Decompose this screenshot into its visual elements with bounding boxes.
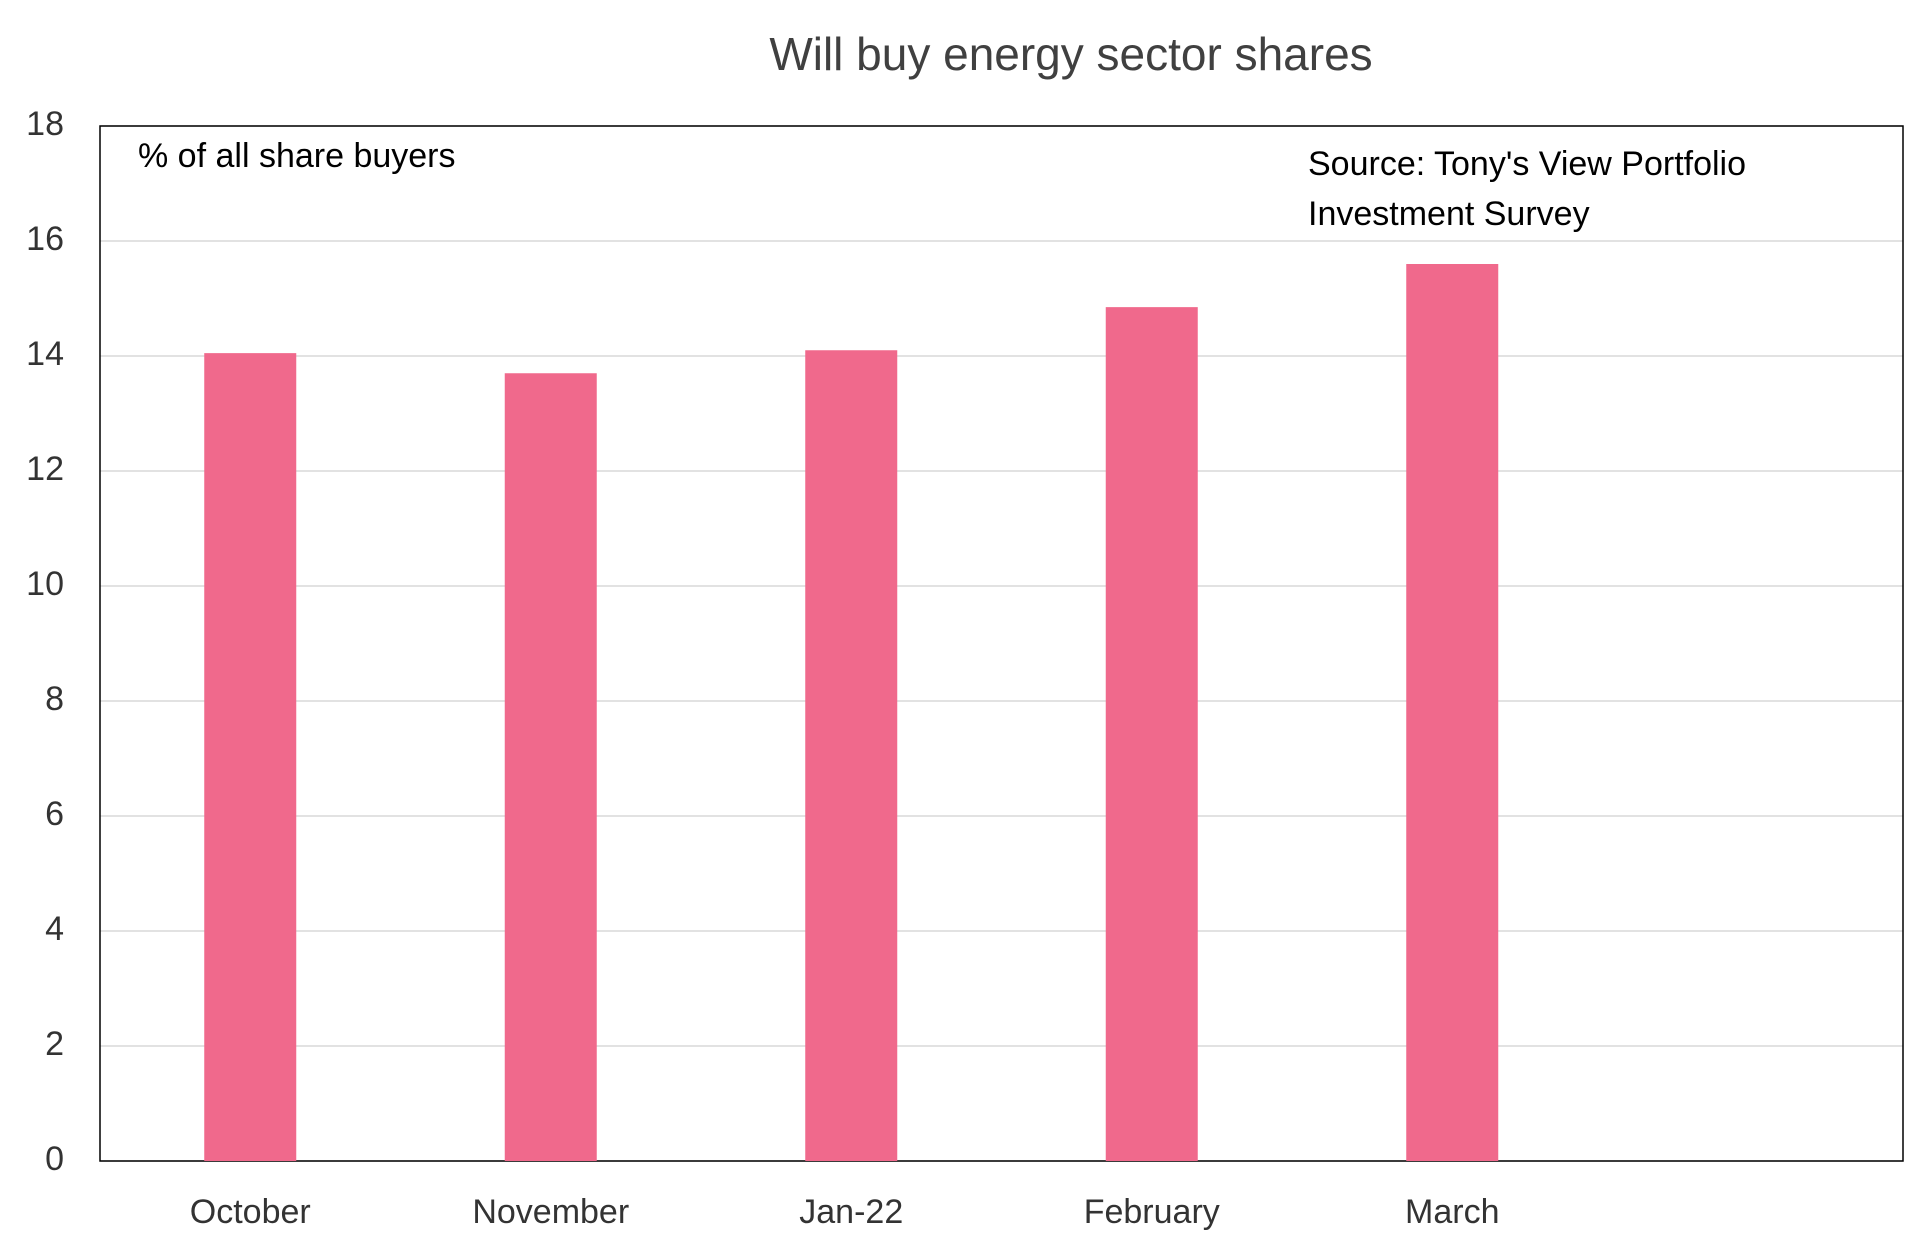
y-tick-label: 2 xyxy=(45,1025,64,1063)
x-tick-label: Jan-22 xyxy=(799,1193,903,1231)
bar xyxy=(1406,264,1499,1161)
y-tick-label: 16 xyxy=(26,220,64,258)
y-tick-label: 4 xyxy=(45,910,64,948)
y-tick-label: 10 xyxy=(26,565,64,603)
annotation: Source: Tony's View Portfolio xyxy=(1308,145,1746,183)
annotation: Investment Survey xyxy=(1308,195,1590,233)
y-tick-label: 8 xyxy=(45,680,64,718)
x-tick-label: October xyxy=(190,1193,311,1231)
x-tick-label: November xyxy=(472,1193,629,1231)
bar xyxy=(504,373,597,1161)
plot-frame xyxy=(99,125,1904,1162)
bar xyxy=(204,353,297,1161)
x-tick-label: March xyxy=(1405,1193,1499,1231)
annotation: % of all share buyers xyxy=(138,137,456,175)
y-tick-label: 18 xyxy=(26,105,64,143)
chart-title: Will buy energy sector shares xyxy=(769,28,1372,80)
y-tick-label: 6 xyxy=(45,795,64,833)
y-tick-label: 14 xyxy=(26,335,64,373)
bar xyxy=(1105,307,1198,1161)
y-tick-label: 0 xyxy=(45,1140,64,1178)
x-tick-label: February xyxy=(1084,1193,1220,1231)
bar xyxy=(805,350,898,1161)
y-tick-label: 12 xyxy=(26,450,64,488)
